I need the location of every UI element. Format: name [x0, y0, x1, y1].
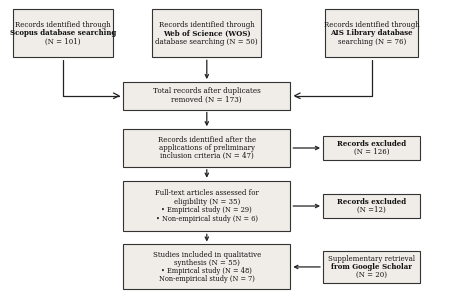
Text: (N =12): (N =12) — [357, 206, 386, 214]
FancyBboxPatch shape — [323, 194, 420, 218]
Text: (N = 101): (N = 101) — [45, 38, 81, 46]
Text: database searching (N = 50): database searching (N = 50) — [155, 38, 258, 46]
Text: Records excluded: Records excluded — [337, 140, 406, 148]
Text: Web of Science (WOS): Web of Science (WOS) — [163, 29, 251, 37]
Text: Records identified through: Records identified through — [324, 21, 419, 29]
Text: (N = 20): (N = 20) — [356, 271, 387, 279]
FancyBboxPatch shape — [323, 251, 420, 283]
Text: Records excluded: Records excluded — [337, 198, 406, 206]
Text: Non-empirical study (N = 7): Non-empirical study (N = 7) — [159, 275, 255, 283]
Text: synthesis (N = 55): synthesis (N = 55) — [174, 259, 240, 267]
FancyBboxPatch shape — [123, 129, 291, 167]
Text: Supplementary retrieval: Supplementary retrieval — [328, 255, 415, 263]
FancyBboxPatch shape — [123, 181, 291, 231]
Text: AIS Library database: AIS Library database — [330, 29, 413, 37]
FancyBboxPatch shape — [323, 136, 420, 160]
Text: Total records after duplicates: Total records after duplicates — [153, 87, 261, 95]
Text: inclusion criteria (N = 47): inclusion criteria (N = 47) — [160, 152, 254, 160]
Text: Records identified through: Records identified through — [15, 21, 111, 29]
Text: • Empirical study (N = 48): • Empirical study (N = 48) — [161, 267, 252, 275]
Text: eligibility (N = 35): eligibility (N = 35) — [173, 198, 240, 206]
FancyBboxPatch shape — [123, 82, 291, 110]
Text: • Non-empirical study (N = 6): • Non-empirical study (N = 6) — [156, 215, 258, 223]
Text: removed (N = 173): removed (N = 173) — [172, 96, 242, 104]
FancyBboxPatch shape — [325, 9, 418, 57]
Text: (N = 126): (N = 126) — [354, 148, 390, 156]
Text: Full-text articles assessed for: Full-text articles assessed for — [155, 189, 259, 197]
FancyBboxPatch shape — [123, 244, 291, 289]
Text: searching (N = 76): searching (N = 76) — [337, 38, 406, 46]
Text: from Google Scholar: from Google Scholar — [331, 263, 412, 271]
FancyBboxPatch shape — [13, 9, 113, 57]
Text: • Empirical study (N = 29): • Empirical study (N = 29) — [162, 206, 252, 214]
Text: Records identified through: Records identified through — [159, 21, 255, 29]
Text: Records identified after the: Records identified after the — [158, 136, 256, 144]
Text: Scopus database searching: Scopus database searching — [9, 29, 116, 37]
FancyBboxPatch shape — [152, 9, 261, 57]
Text: Studies included in qualitative: Studies included in qualitative — [153, 251, 261, 259]
Text: applications of preliminary: applications of preliminary — [159, 144, 255, 152]
